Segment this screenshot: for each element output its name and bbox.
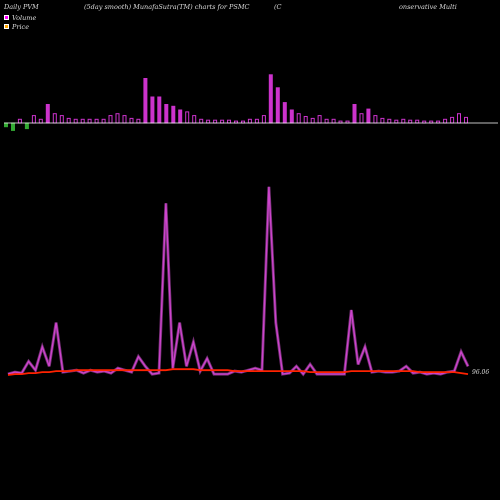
volume-bar: [59, 115, 64, 124]
volume-bar: [303, 116, 308, 124]
volume-bar: [101, 118, 106, 124]
volume-bar: [324, 118, 329, 124]
volume-bar: [457, 113, 461, 124]
volume-bar: [178, 109, 183, 124]
volume-bar: [310, 117, 315, 124]
last-price-label: 96.06: [472, 369, 489, 376]
volume-bar: [415, 119, 420, 124]
volume-bar: [17, 118, 22, 124]
legend-label-price: Price: [12, 22, 30, 31]
legend-swatch-volume: [4, 15, 9, 20]
volume-bar: [366, 108, 371, 124]
volume-bar: [408, 119, 413, 124]
volume-bar: [199, 118, 204, 124]
volume-bar: [66, 117, 71, 124]
volume-bar: [45, 104, 50, 124]
volume-bar: [150, 96, 155, 124]
volume-bar: [261, 115, 266, 124]
volume-bar: [296, 113, 301, 124]
legend-swatch-price: [4, 24, 9, 29]
volume-bar: [289, 109, 294, 124]
volume-line: [7, 186, 469, 376]
chart-header-left: Daily PVM: [4, 3, 39, 11]
volume-bar: [24, 122, 29, 130]
volume-bar: [108, 115, 113, 124]
volume-bar: [450, 116, 455, 124]
volume-bar: [80, 118, 85, 124]
volume-bar: [171, 105, 176, 124]
volume-bar: [94, 118, 99, 124]
volume-bar: [268, 74, 273, 124]
volume-bar: [73, 118, 78, 124]
volume-bar: [359, 113, 364, 124]
chart-header-right-a: (C: [274, 3, 282, 11]
volume-bar: [220, 119, 225, 124]
volume-bar: [443, 118, 448, 124]
volume-bar: [401, 118, 406, 124]
volume-bar: [157, 96, 162, 124]
legend-item-volume: Volume: [4, 13, 36, 22]
legend-label-volume: Volume: [12, 13, 37, 22]
volume-bar: [143, 78, 148, 124]
volume-bar: [373, 115, 378, 124]
volume-bar: [317, 115, 322, 124]
volume-bar: [394, 119, 399, 124]
price-line: [7, 368, 469, 376]
chart-header-right-b: onservative Multi: [399, 3, 457, 11]
volume-bar: [331, 118, 336, 124]
volume-bar: [87, 118, 92, 124]
volume-bar: [129, 117, 134, 124]
volume-bar: [254, 118, 259, 124]
volume-bar: [136, 118, 141, 124]
volume-bar: [380, 117, 385, 124]
volume-bar: [4, 122, 8, 128]
volume-bar: [352, 104, 357, 124]
volume-bars: [4, 74, 468, 131]
volume-bar: [52, 113, 57, 124]
volume-bar: [206, 119, 211, 124]
volume-bar: [387, 118, 392, 124]
volume-bar: [282, 102, 287, 124]
volume-bar: [227, 119, 231, 124]
volume-bar: [164, 104, 169, 124]
volume-bar: [213, 119, 218, 124]
volume-bar: [115, 113, 120, 124]
legend-item-price: Price: [4, 22, 36, 31]
volume-bar: [192, 115, 197, 124]
volume-bar: [31, 115, 36, 124]
volume-bar: [11, 122, 15, 131]
volume-bar: [275, 87, 280, 124]
volume-bar: [185, 111, 190, 124]
volume-line-glow: [7, 186, 470, 377]
volume-bar: [464, 116, 468, 124]
volume-bar: [247, 118, 252, 124]
volume-bar: [38, 118, 43, 124]
chart-header-title: (5day smooth) MunafaSutra(TM) charts for…: [84, 3, 250, 11]
volume-bar: [122, 115, 127, 124]
chart-legend: Volume Price: [4, 13, 36, 31]
